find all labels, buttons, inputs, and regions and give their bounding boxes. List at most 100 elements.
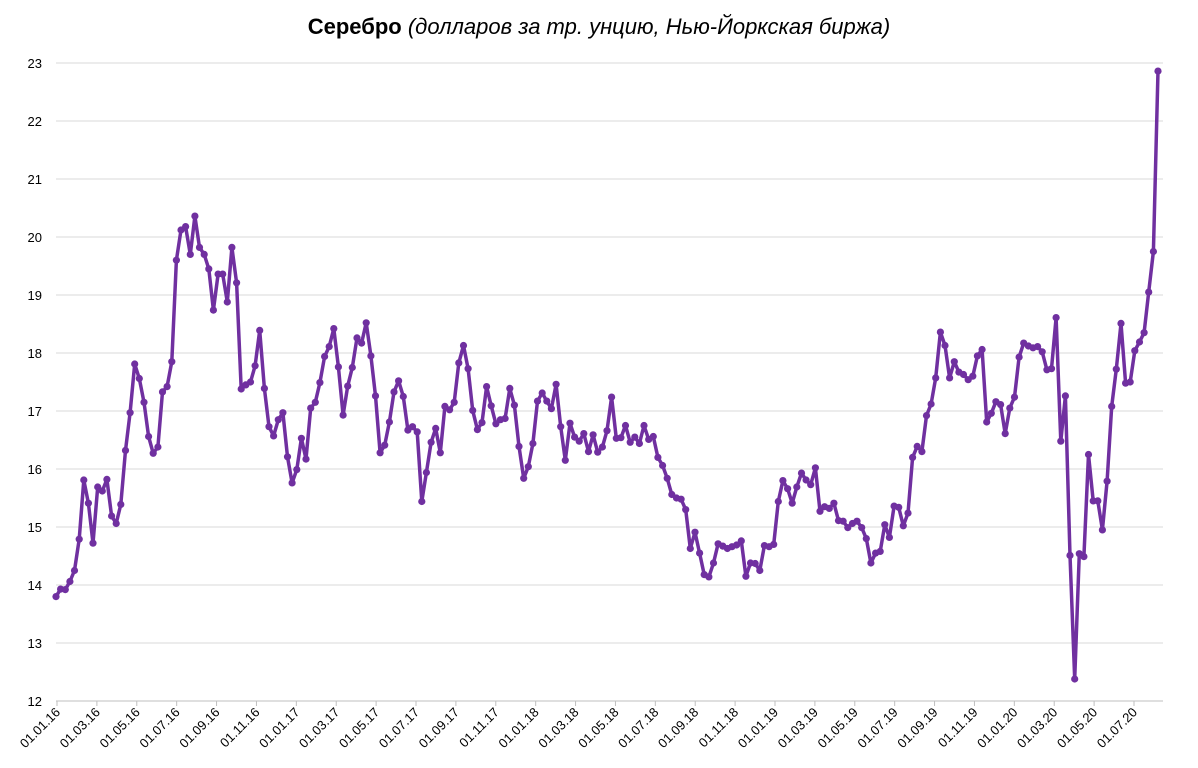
data-point xyxy=(334,363,342,371)
data-point xyxy=(103,475,111,483)
data-point xyxy=(913,442,921,450)
data-point xyxy=(131,360,139,368)
data-point xyxy=(756,566,764,575)
data-point xyxy=(1149,247,1157,256)
data-point xyxy=(918,448,926,456)
data-point xyxy=(895,503,903,511)
data-point xyxy=(108,512,116,520)
data-point xyxy=(358,339,366,347)
data-point xyxy=(307,404,315,412)
data-point xyxy=(436,449,444,457)
x-tick-label: 01.03.16 xyxy=(57,705,103,751)
data-point xyxy=(1057,437,1065,445)
x-tick-label: 01.09.16 xyxy=(176,705,222,751)
y-tick-label: 15 xyxy=(28,520,42,535)
series-points xyxy=(52,67,1162,683)
data-point xyxy=(862,535,870,543)
data-point xyxy=(446,406,454,414)
y-tick-label: 20 xyxy=(28,230,42,245)
data-point xyxy=(825,504,833,512)
chart-title: Серебро (долларов за тр. унцию, Нью-Йорк… xyxy=(0,14,1198,40)
data-point xyxy=(696,549,704,557)
data-point xyxy=(571,433,579,441)
data-point xyxy=(533,397,542,405)
data-point xyxy=(427,438,435,446)
data-point xyxy=(492,420,500,428)
x-tick-label: 01.03.19 xyxy=(775,705,821,751)
data-point xyxy=(1131,347,1139,355)
data-point xyxy=(969,372,977,380)
data-point xyxy=(733,541,741,549)
data-point xyxy=(158,388,167,396)
data-point xyxy=(209,306,217,314)
data-point xyxy=(186,250,194,258)
data-point xyxy=(1140,329,1148,337)
x-tick-label: 01.07.16 xyxy=(136,705,182,751)
silver-price-line xyxy=(54,71,1160,681)
data-point xyxy=(200,250,208,258)
data-point xyxy=(321,352,329,361)
x-tick-label: 01.11.19 xyxy=(935,705,981,751)
data-point xyxy=(297,434,305,442)
data-point xyxy=(1038,348,1046,356)
y-tick-label: 14 xyxy=(28,578,42,593)
data-point xyxy=(946,374,954,382)
data-point xyxy=(552,380,560,388)
x-tick-label: 01.11.18 xyxy=(696,705,742,751)
x-tick-label: 01.05.19 xyxy=(815,705,861,751)
data-point xyxy=(788,499,796,507)
data-point xyxy=(390,388,398,396)
data-point xyxy=(422,468,430,477)
data-point xyxy=(1117,319,1125,327)
data-point xyxy=(941,341,949,350)
y-tick-label: 22 xyxy=(28,114,42,129)
x-tick-label: 01.01.17 xyxy=(256,705,302,751)
data-point xyxy=(784,485,792,493)
data-point xyxy=(584,448,593,456)
data-point xyxy=(344,382,352,390)
data-point xyxy=(1103,477,1111,485)
data-point xyxy=(413,428,421,436)
x-tick-label: 01.05.20 xyxy=(1054,705,1100,751)
data-point xyxy=(1145,288,1153,296)
data-point xyxy=(121,446,130,454)
data-point xyxy=(547,405,556,413)
data-point xyxy=(608,393,616,401)
data-point xyxy=(395,377,403,385)
data-point xyxy=(1034,343,1042,351)
data-point xyxy=(589,431,597,439)
data-point xyxy=(1108,402,1116,410)
data-point xyxy=(135,374,143,383)
data-point xyxy=(770,540,778,549)
data-point xyxy=(140,398,148,406)
data-point xyxy=(385,418,393,426)
data-point xyxy=(654,453,662,461)
data-point xyxy=(876,547,884,556)
y-tick-label: 17 xyxy=(28,404,42,419)
data-point xyxy=(936,328,945,336)
data-point xyxy=(256,326,264,334)
data-point xyxy=(737,537,745,545)
data-point xyxy=(367,352,375,360)
data-point xyxy=(881,521,889,529)
data-point xyxy=(885,533,894,542)
data-point xyxy=(1001,430,1009,438)
x-tick-label: 01.11.16 xyxy=(217,705,263,751)
data-point xyxy=(283,453,292,461)
data-point xyxy=(376,449,384,457)
data-point xyxy=(1066,551,1074,560)
data-point xyxy=(566,419,574,427)
data-point xyxy=(302,455,310,463)
data-point xyxy=(172,256,180,264)
x-tick-label: 01.05.17 xyxy=(336,705,382,751)
data-point xyxy=(978,345,986,354)
data-point xyxy=(927,400,935,408)
data-point xyxy=(330,325,338,333)
x-tick-label: 01.01.16 xyxy=(17,705,63,751)
x-tick-label: 01.01.19 xyxy=(735,705,781,751)
x-tick-label: 01.05.18 xyxy=(575,705,621,751)
data-point xyxy=(432,424,440,432)
data-point xyxy=(70,566,79,575)
data-point xyxy=(205,265,213,273)
